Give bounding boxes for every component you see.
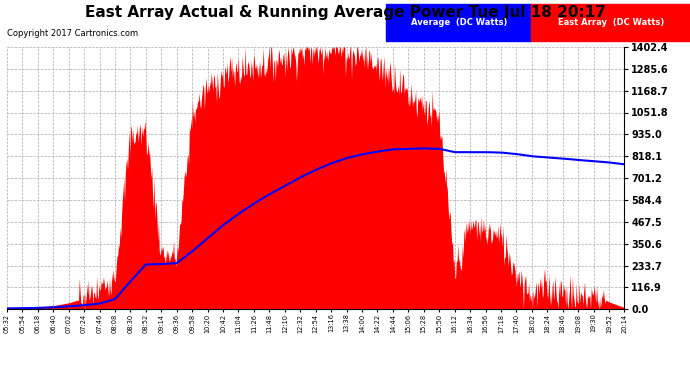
Bar bbox=[386, 4, 531, 41]
Text: Average  (DC Watts): Average (DC Watts) bbox=[411, 18, 507, 27]
Text: Copyright 2017 Cartronics.com: Copyright 2017 Cartronics.com bbox=[7, 29, 138, 38]
Text: East Array  (DC Watts): East Array (DC Watts) bbox=[558, 18, 664, 27]
Text: East Array Actual & Running Average Power Tue Jul 18 20:17: East Array Actual & Running Average Powe… bbox=[85, 4, 605, 20]
Bar bbox=[531, 4, 690, 41]
